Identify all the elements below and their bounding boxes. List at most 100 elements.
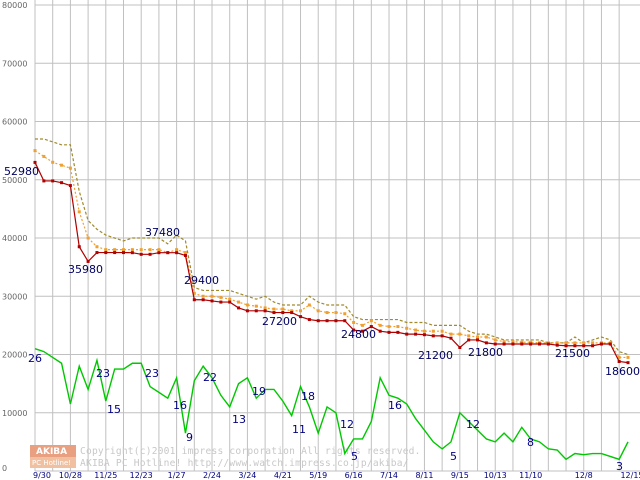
avg-price-point <box>493 338 497 342</box>
min-price-point <box>139 252 143 256</box>
min-price-point <box>104 251 108 255</box>
min-price-point <box>325 319 329 323</box>
min-price-point <box>599 342 603 346</box>
min-price-point <box>431 334 435 338</box>
price-label: 27200 <box>262 315 297 328</box>
avg-price-point <box>228 297 232 301</box>
logo-box-bottom <box>30 457 76 468</box>
min-price-point <box>237 306 241 310</box>
avg-price-point <box>511 340 515 344</box>
count-label: 3 <box>616 460 623 473</box>
avg-price-point <box>130 248 134 252</box>
count-label: 18 <box>301 390 315 403</box>
avg-price-point <box>520 340 524 344</box>
y-tick-label: 40000 <box>2 234 27 243</box>
shops-count-line <box>34 348 629 461</box>
logo-hotline-text: PC Hotline! <box>32 459 71 467</box>
avg-price-point <box>352 320 356 324</box>
min-price-point <box>440 334 444 338</box>
price-label: 18600 <box>605 365 640 378</box>
min-price-point <box>360 329 364 333</box>
avg-price-point <box>555 341 559 345</box>
min-price-point <box>77 245 81 249</box>
min-price-point <box>113 251 117 255</box>
price-label: 29400 <box>184 274 219 287</box>
avg-price-point <box>422 329 426 333</box>
count-label: 13 <box>232 413 246 426</box>
count-label: 16 <box>388 399 402 412</box>
avg-price-point <box>582 341 586 345</box>
min-price-point <box>369 325 373 329</box>
price-label: 52980 <box>4 165 39 178</box>
count-label: 12 <box>466 418 480 431</box>
y-tick-label: 0 <box>2 464 7 473</box>
avg-price-point <box>95 245 99 249</box>
min-price-point <box>254 309 258 313</box>
avg-price-point <box>369 319 373 323</box>
count-label: 16 <box>173 399 187 412</box>
min-price-point <box>467 338 471 342</box>
min-price-point <box>299 315 303 319</box>
avg-price-point <box>139 248 143 252</box>
y-tick-label: 20000 <box>2 351 27 360</box>
min-price-point <box>591 344 595 348</box>
avg-price-point <box>378 323 382 327</box>
min-price-point <box>334 319 338 323</box>
min-price-point <box>60 181 64 185</box>
count-label: 22 <box>203 371 217 384</box>
avg-price-point <box>272 307 276 311</box>
y-tick-label: 60000 <box>2 118 27 127</box>
min-price-point <box>272 311 276 315</box>
price-label: 24800 <box>341 328 376 341</box>
avg-price-point <box>343 312 347 316</box>
min-price-point <box>192 298 196 302</box>
count-label: 5 <box>351 450 358 463</box>
min-price-point <box>175 251 179 255</box>
avg-price-point <box>307 303 311 307</box>
min-price-point <box>405 332 409 336</box>
avg-price-point <box>245 303 249 307</box>
min-price-point <box>33 160 37 164</box>
avg-price-point <box>219 295 223 299</box>
avg-price-point <box>325 311 329 315</box>
price-label: 21500 <box>555 347 590 360</box>
avg-price-point <box>467 334 471 338</box>
count-label: 5 <box>450 450 457 463</box>
avg-price-point <box>334 311 338 315</box>
count-label: 15 <box>107 403 121 416</box>
min-price-point <box>555 343 559 347</box>
min-price-point <box>343 319 347 323</box>
avg-price-point <box>201 294 205 298</box>
avg-price-point <box>502 340 506 344</box>
min-price-point <box>626 361 630 365</box>
min-price-point <box>449 336 453 340</box>
avg-price-point <box>290 309 294 313</box>
min-price-point <box>537 342 541 346</box>
min-price-point <box>219 300 223 304</box>
min-price-point <box>617 359 621 363</box>
min-price-point <box>493 342 497 346</box>
price-label: 21200 <box>418 349 453 362</box>
avg-price-point <box>440 329 444 333</box>
y-tick-label: 70000 <box>2 59 27 68</box>
avg-price-point <box>281 307 285 311</box>
min-price-point <box>201 298 205 302</box>
avg-price-point <box>237 300 241 304</box>
min-price-point <box>183 253 187 257</box>
count-label: 19 <box>252 385 266 398</box>
avg-price-point <box>60 163 64 167</box>
min-price-point <box>316 319 320 323</box>
avg-price-point <box>458 332 462 336</box>
logo-akiba-text: AKIBA <box>36 447 67 457</box>
min-price-point <box>582 344 586 348</box>
min-price-point <box>608 342 612 346</box>
x-tick-label: 1/27 <box>168 471 186 480</box>
avg-price-point <box>396 325 400 329</box>
avg-price-point <box>316 309 320 313</box>
y-tick-label: 30000 <box>2 292 27 301</box>
min-price-point <box>68 184 72 188</box>
x-tick-label: 12/23 <box>130 471 153 480</box>
min-price-point <box>387 330 391 334</box>
avg-price-point <box>157 248 161 252</box>
min-price-point <box>210 299 214 303</box>
